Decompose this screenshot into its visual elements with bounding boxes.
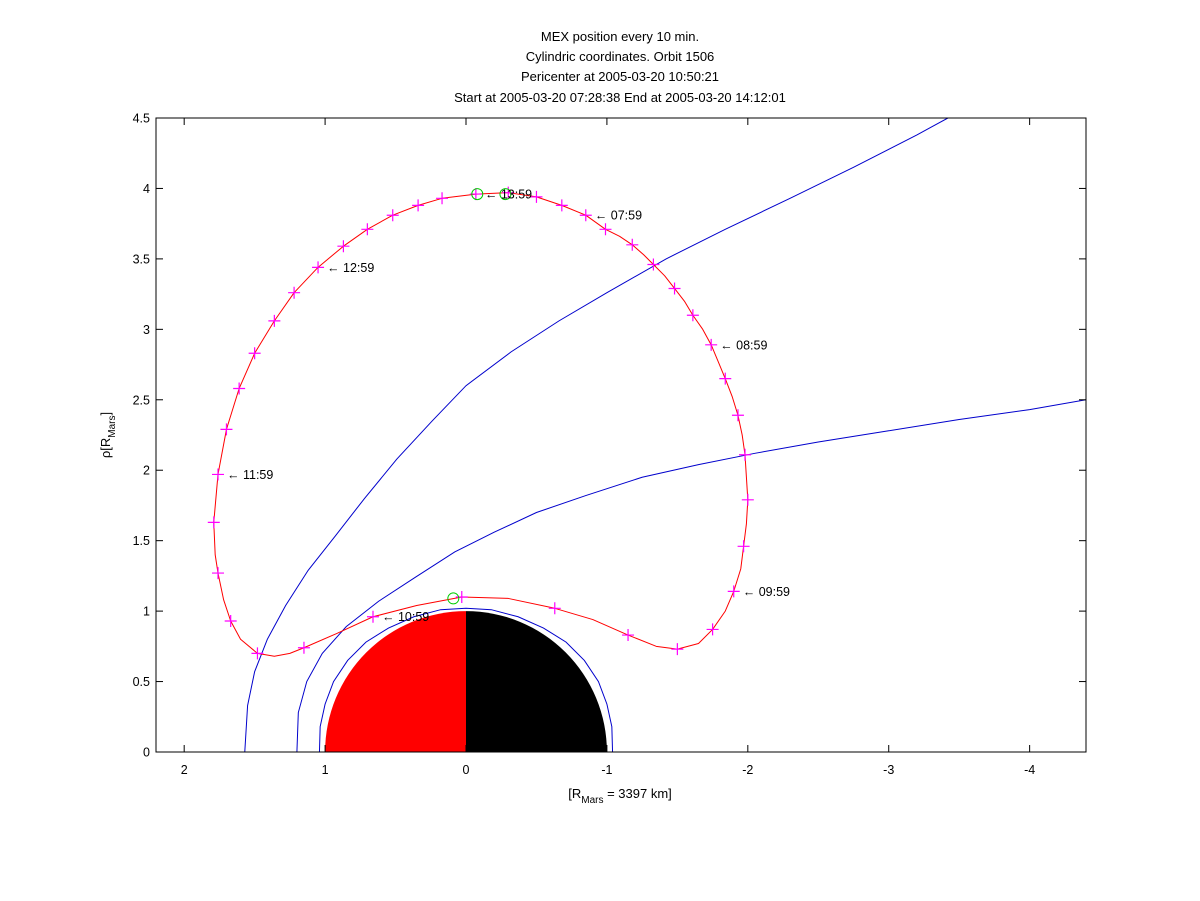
chart-title: MEX position every 10 min. Cylindric coo… — [454, 29, 786, 105]
position-marker-40 — [626, 238, 639, 251]
position-marker-32 — [741, 493, 754, 506]
y-tick-label-3: 1 — [143, 605, 150, 619]
position-marker-13 — [288, 286, 301, 299]
time-label-1: ← 07:59 — [595, 209, 642, 223]
y-axis-label: ρ[RMars] — [98, 412, 118, 458]
position-marker-22 — [251, 647, 264, 660]
x-tick-label-5: -2 — [742, 763, 753, 777]
position-marker-29 — [706, 623, 719, 636]
time-label-6: ← 12:59 — [327, 261, 374, 275]
position-marker-36 — [705, 338, 718, 351]
position-marker-39 — [647, 258, 660, 271]
position-marker-10 — [361, 223, 374, 236]
y-tick-label-10: 4.5 — [133, 112, 150, 126]
circle-marker-2 — [499, 188, 512, 201]
time-label-2: ← 08:59 — [720, 338, 767, 352]
position-marker-5 — [502, 186, 515, 199]
axes: 2 1 0 -1 -2 -3 -4 0 0.5 1 1.5 2 2.5 3 3.5 4 4.5 — [133, 112, 1087, 777]
position-marker-34 — [731, 409, 744, 422]
position-marker-27 — [622, 629, 635, 642]
x-axis-label-rest: = 3397 km] — [603, 786, 671, 801]
position-marker-33 — [739, 448, 751, 461]
y-axis-label-main: ρ[R — [98, 438, 113, 458]
planet-dayside — [325, 611, 466, 752]
y-tick-label-4: 1.5 — [133, 534, 150, 548]
position-marker-9 — [386, 209, 399, 222]
time-label-3: ← 09:59 — [743, 585, 790, 599]
position-marker-38 — [668, 282, 681, 295]
time-label-5: ← 11:59 — [227, 468, 273, 482]
position-marker-15 — [248, 347, 261, 360]
x-axis-label-main: [R — [568, 786, 581, 801]
boundary-curve-3 — [318, 607, 614, 752]
position-marker-20 — [212, 567, 224, 580]
position-marker-4 — [530, 190, 543, 203]
position-marker-2 — [579, 209, 592, 222]
y-axis-label-sub: Mars — [107, 415, 118, 437]
position-marker-7 — [436, 192, 449, 205]
position-marker-21 — [224, 614, 237, 627]
boundary-curve-2 — [296, 399, 1086, 752]
title-line-3: Pericenter at 2005-03-20 10:50:21 — [521, 69, 719, 84]
position-marker-25 — [455, 591, 468, 604]
y-tick-label-5: 2 — [143, 464, 150, 478]
orbit-trajectory — [213, 192, 749, 657]
x-axis-label: [RMars = 3397 km] — [568, 786, 672, 806]
boundary-curve-1 — [244, 118, 949, 752]
x-tick-label-2: 1 — [322, 763, 329, 777]
planet-nightside — [466, 611, 607, 752]
position-marker-8 — [412, 199, 425, 212]
position-marker-35 — [719, 372, 732, 385]
x-tick-label-3: 0 — [463, 763, 470, 777]
position-marker-19 — [207, 516, 220, 529]
position-marker-11 — [337, 240, 350, 253]
position-marker-23 — [297, 641, 310, 654]
position-marker-24 — [367, 610, 379, 623]
time-labels: ← 07:59 ← 08:59 ← 09:59 ← 10:59 ← 11:59 ← 12:… — [227, 188, 790, 625]
y-tick-label-6: 2.5 — [133, 393, 150, 407]
position-marker-12 — [312, 261, 325, 274]
position-marker-37 — [686, 309, 699, 322]
y-tick-label-7: 3 — [143, 323, 150, 337]
position-marker-16 — [233, 382, 246, 395]
title-line-1: MEX position every 10 min. — [541, 29, 699, 44]
position-marker-30 — [727, 585, 740, 598]
position-marker-31 — [737, 540, 750, 553]
time-label-4: ← 10:59 — [382, 610, 429, 624]
x-tick-label-4: -1 — [601, 763, 612, 777]
x-axis-label-sub: Mars — [581, 795, 603, 806]
y-axis-label-rest: ] — [98, 412, 113, 416]
y-tick-label-9: 4 — [143, 182, 150, 196]
x-tick-label-6: -3 — [883, 763, 894, 777]
x-tick-label-1: 2 — [181, 763, 188, 777]
plot-area — [207, 118, 1086, 752]
circle-marker-3 — [447, 592, 460, 605]
title-line-4: Start at 2005-03-20 07:28:38 End at 2005… — [454, 90, 786, 105]
y-tick-label-8: 3.5 — [133, 252, 150, 266]
position-marker-28 — [671, 643, 684, 656]
position-marker-18 — [212, 468, 224, 481]
time-label-7: ← 13:59 — [485, 188, 532, 202]
position-marker-26 — [548, 602, 561, 615]
circle-marker-1 — [471, 188, 484, 201]
y-tick-label-2: 0.5 — [133, 675, 150, 689]
position-marker-14 — [268, 314, 281, 327]
position-marker-1 — [599, 223, 612, 236]
axes-box — [155, 117, 1087, 753]
y-tick-label-1: 0 — [143, 746, 150, 760]
x-tick-label-7: -4 — [1024, 763, 1035, 777]
position-marker-17 — [220, 423, 233, 436]
title-line-2: Cylindric coordinates. Orbit 1506 — [526, 49, 715, 64]
position-marker-3 — [555, 199, 568, 212]
